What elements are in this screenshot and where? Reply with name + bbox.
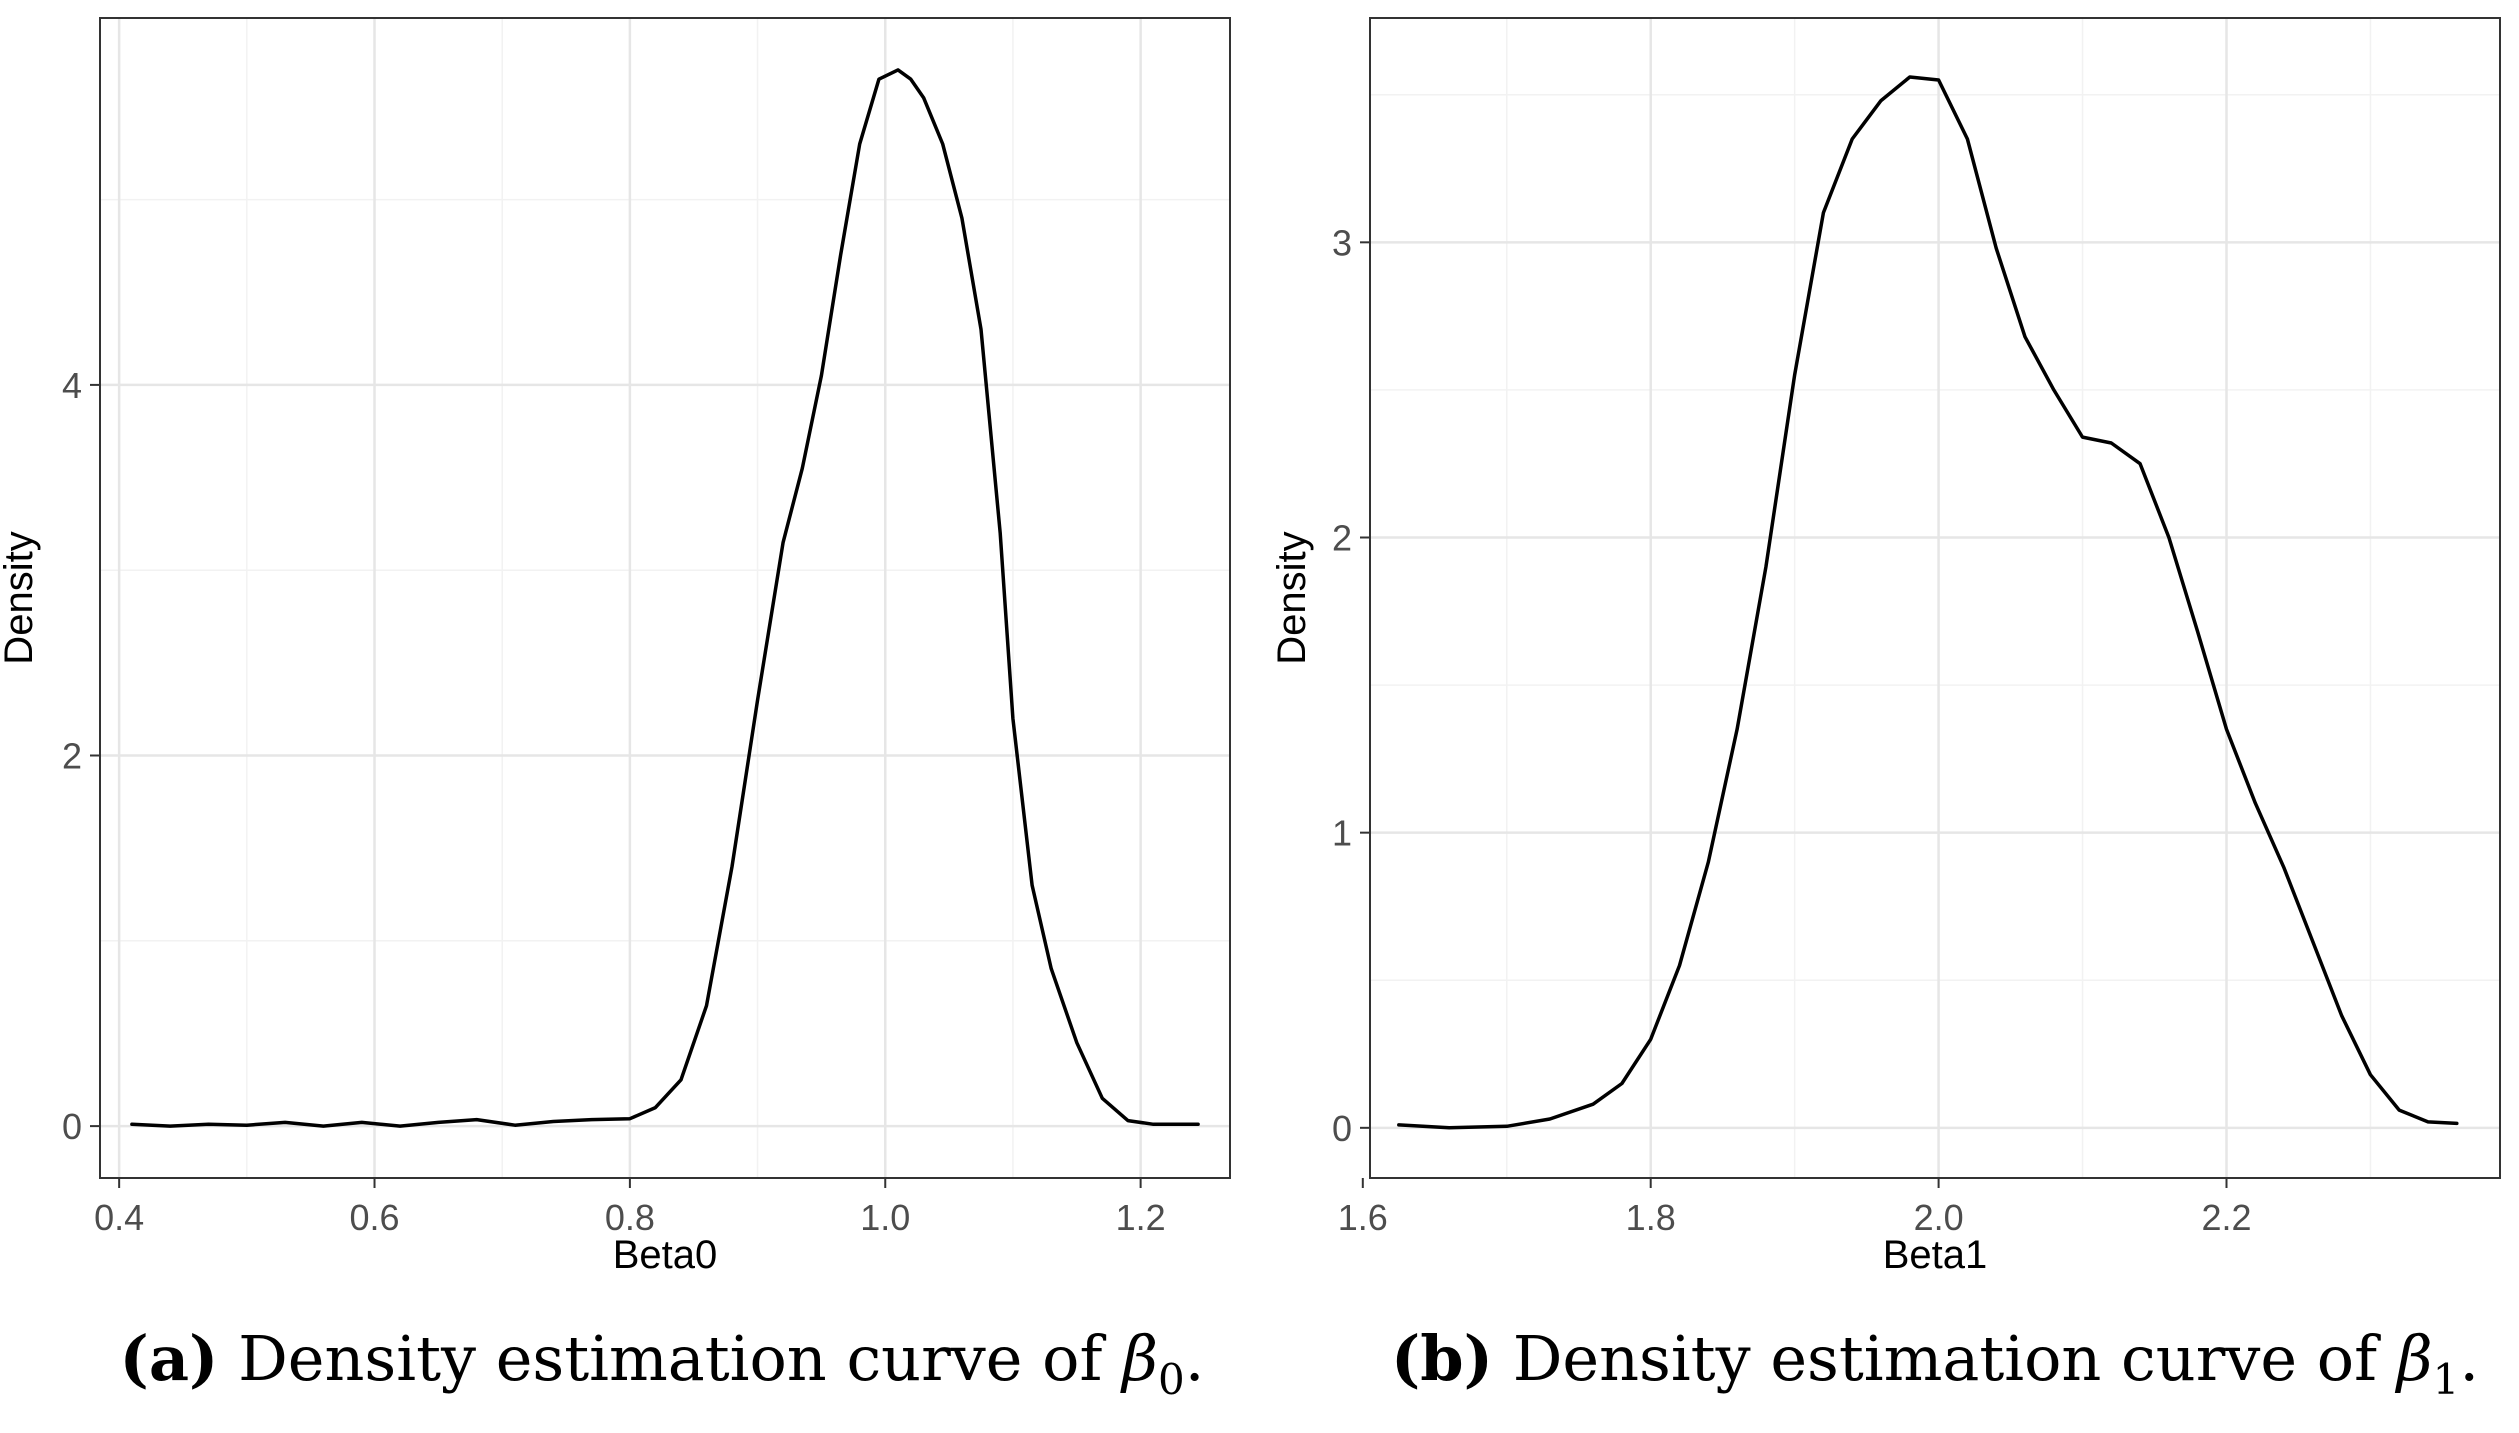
caption-end: .: [2459, 1322, 2479, 1395]
y-axis-title: Density: [0, 531, 41, 664]
y-tick-label: 0: [62, 1106, 82, 1147]
caption-subscript: 0: [1158, 1355, 1185, 1404]
y-tick-label: 1: [1332, 813, 1352, 854]
x-tick-label: 1.2: [1116, 1197, 1166, 1238]
caption-label: (b): [1391, 1322, 1493, 1395]
x-tick-label: 0.6: [349, 1197, 399, 1238]
x-tick-label: 1.0: [860, 1197, 910, 1238]
y-tick-label: 3: [1332, 222, 1352, 263]
x-tick-label: 0.8: [605, 1197, 655, 1238]
chart-panel-b: 1.6 1.8 2.0 2.2 0 1 2 3 Beta1 Density (b) Density …: [1270, 17, 2501, 1404]
x-tick-label: 1.6: [1338, 1197, 1388, 1238]
caption-text: Density estimation curve of: [1493, 1322, 2397, 1395]
y-tick-label: 2: [1332, 517, 1352, 558]
density-curve: [130, 68, 1200, 1128]
caption-symbol: β: [2395, 1322, 2433, 1395]
x-tick-label: 2.2: [2201, 1197, 2251, 1238]
x-tick-label: 1.8: [1626, 1197, 1676, 1238]
panel-border: [1369, 17, 2501, 1179]
x-axis-title: Beta1: [1883, 1233, 1988, 1277]
x-tick-label: 2.0: [1914, 1197, 1964, 1238]
density-curve: [1397, 75, 2459, 1130]
x-axis-title: Beta0: [613, 1233, 718, 1277]
caption: (b) Density estimation curve of β1.: [1391, 1322, 2479, 1404]
caption-label: (a): [120, 1322, 219, 1395]
y-tick-label: 4: [62, 365, 82, 406]
y-tick-label: 0: [1332, 1108, 1352, 1149]
chart-panel-a: 0.4 0.6 0.8 1.0 1.2 0 2 4 Beta0 Density (a) Densit…: [0, 17, 1231, 1404]
plot-area: [1370, 18, 2500, 1178]
caption-subscript: 1: [2433, 1355, 2460, 1404]
y-tick-label: 2: [62, 736, 82, 777]
caption-end: .: [1185, 1322, 1205, 1395]
caption-symbol: β: [1120, 1322, 1158, 1395]
grid: [100, 18, 1230, 1178]
y-axis-title: Density: [1270, 531, 1314, 664]
caption-text: Density estimation curve of: [218, 1322, 1122, 1395]
plot-area: [100, 18, 1230, 1178]
x-tick-label: 0.4: [94, 1197, 144, 1238]
grid: [1370, 18, 2500, 1178]
panel-border: [99, 17, 1231, 1179]
caption: (a) Density estimation curve of β0.: [120, 1322, 1205, 1404]
